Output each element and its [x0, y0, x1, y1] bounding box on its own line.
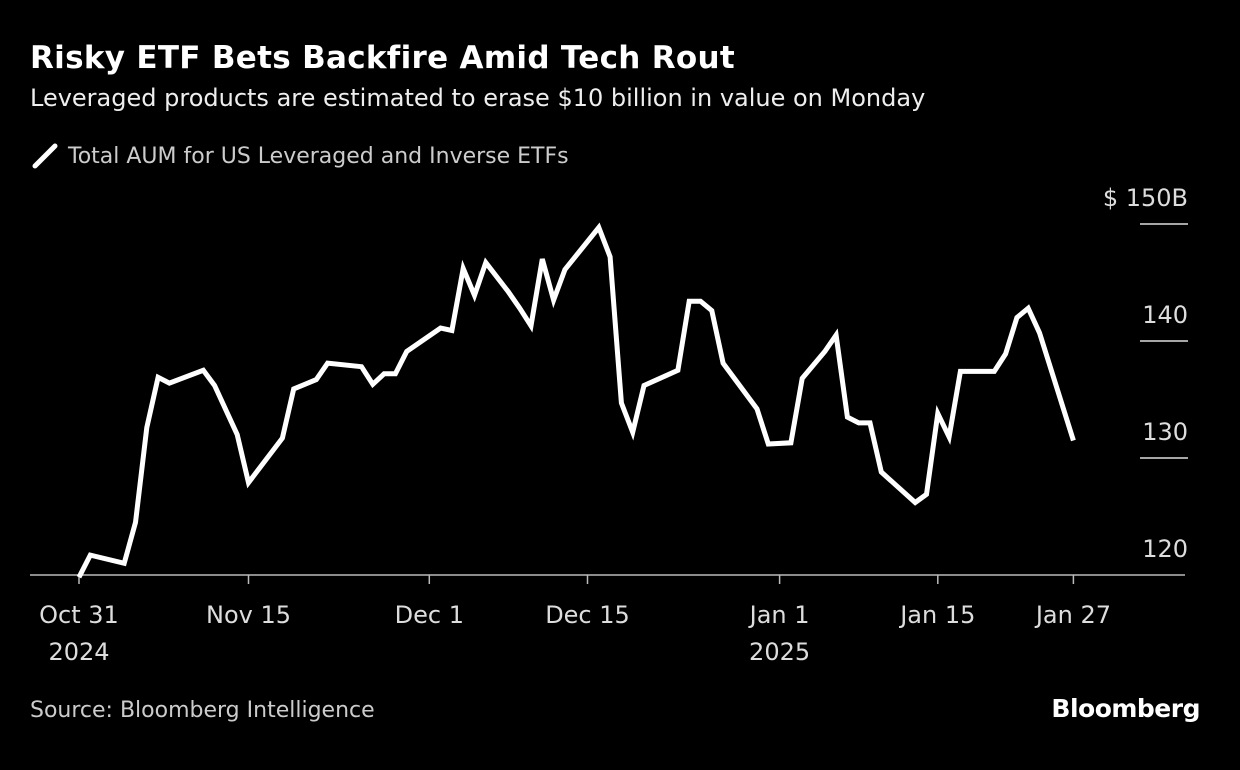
chart-title: Risky ETF Bets Backfire Amid Tech Rout: [30, 40, 735, 76]
x-tick-label: Nov 15: [206, 601, 291, 629]
chart-subtitle: Leveraged products are estimated to eras…: [30, 84, 926, 112]
legend-label: Total AUM for US Leveraged and Inverse E…: [68, 143, 569, 169]
x-tick-year-label: 2025: [749, 638, 810, 666]
legend-line-icon: [32, 143, 58, 169]
x-tick-label: Dec 15: [545, 601, 630, 629]
series-line-total-aum: [76, 222, 1076, 579]
x-tick-label: Jan 1: [748, 601, 810, 629]
y-tick-label: 120: [1142, 535, 1188, 563]
x-tick-label: Jan 27: [1034, 601, 1111, 629]
x-tick-label: Oct 31: [39, 601, 119, 629]
x-tick-label: Jan 15: [898, 601, 975, 629]
x-tick-year-label: 2024: [48, 638, 109, 666]
source-note: Source: Bloomberg Intelligence: [30, 698, 375, 723]
bloomberg-logo: Bloomberg: [1051, 694, 1200, 723]
y-tick-label: 130: [1142, 418, 1188, 446]
x-tick-label: Dec 1: [395, 601, 464, 629]
legend: Total AUM for US Leveraged and Inverse E…: [32, 143, 569, 169]
y-tick-label: 140: [1142, 301, 1188, 329]
y-tick-label: $ 150B: [1103, 184, 1188, 212]
